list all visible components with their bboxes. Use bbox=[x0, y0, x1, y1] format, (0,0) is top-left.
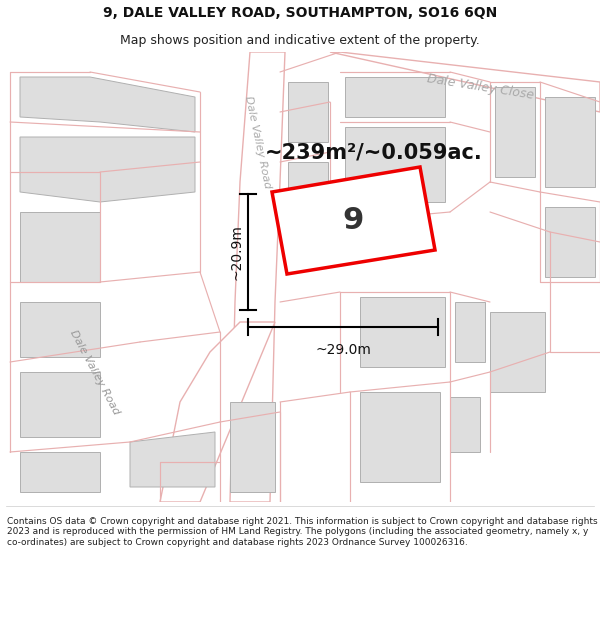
Polygon shape bbox=[450, 397, 480, 452]
Polygon shape bbox=[20, 452, 100, 492]
Polygon shape bbox=[230, 52, 285, 502]
Polygon shape bbox=[455, 302, 485, 362]
Polygon shape bbox=[272, 167, 435, 274]
Polygon shape bbox=[20, 212, 100, 282]
Polygon shape bbox=[360, 297, 445, 367]
Polygon shape bbox=[490, 312, 545, 392]
Polygon shape bbox=[20, 77, 195, 132]
Text: ~239m²/~0.059ac.: ~239m²/~0.059ac. bbox=[265, 142, 483, 162]
Polygon shape bbox=[288, 82, 328, 142]
Polygon shape bbox=[230, 402, 275, 492]
Text: 9: 9 bbox=[343, 206, 364, 235]
Polygon shape bbox=[545, 97, 595, 187]
Text: ~20.9m: ~20.9m bbox=[229, 224, 243, 280]
Polygon shape bbox=[345, 127, 445, 202]
Polygon shape bbox=[20, 137, 195, 202]
Polygon shape bbox=[20, 372, 100, 437]
Polygon shape bbox=[545, 207, 595, 277]
Text: 9, DALE VALLEY ROAD, SOUTHAMPTON, SO16 6QN: 9, DALE VALLEY ROAD, SOUTHAMPTON, SO16 6… bbox=[103, 6, 497, 20]
Polygon shape bbox=[330, 52, 600, 112]
Polygon shape bbox=[130, 432, 215, 487]
Text: ~29.0m: ~29.0m bbox=[315, 343, 371, 357]
Polygon shape bbox=[345, 77, 445, 117]
Polygon shape bbox=[288, 162, 328, 212]
Polygon shape bbox=[360, 392, 440, 482]
Text: Dale Valley Road: Dale Valley Road bbox=[68, 328, 122, 416]
Text: Dale Valley Road: Dale Valley Road bbox=[243, 95, 273, 189]
Polygon shape bbox=[160, 322, 275, 502]
Text: Map shows position and indicative extent of the property.: Map shows position and indicative extent… bbox=[120, 34, 480, 47]
Text: Contains OS data © Crown copyright and database right 2021. This information is : Contains OS data © Crown copyright and d… bbox=[7, 517, 598, 546]
Text: Dale Valley Close: Dale Valley Close bbox=[425, 72, 535, 102]
Polygon shape bbox=[495, 87, 535, 177]
Polygon shape bbox=[20, 302, 100, 357]
